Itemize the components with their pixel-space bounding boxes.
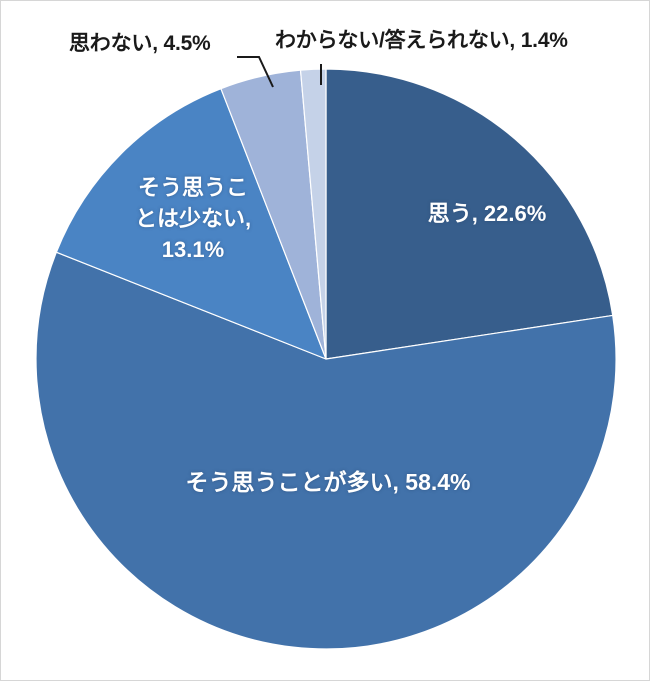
slice-label-sou-omou-koto-wa-sukunai: そう思うこ とは少ない, 13.1% — [105, 172, 281, 266]
pie-slice-2 — [55, 88, 327, 360]
slice-label-line-2: とは少ない, — [134, 206, 252, 232]
pie-slice-1 — [35, 251, 617, 650]
slice-callout-label-wakaranai: わからない/答えられない, 1.4% — [275, 29, 568, 52]
pie-slice-4 — [299, 68, 327, 360]
slice-label-sou-omou-koto-ga-ooi: そう思うことが多い, 58.4% — [185, 469, 471, 495]
pie-slice-0 — [325, 68, 614, 360]
slice-label-line-1: そう思うこ — [137, 175, 248, 200]
leader-lines-group — [237, 56, 322, 88]
leader-line-omowanai — [237, 56, 274, 88]
slice-callout-label-omowanai: 思わない, 4.5% — [69, 32, 211, 55]
slice-label-omou: 思う, 22.6% — [427, 201, 547, 226]
slice-label-line-3: 13.1% — [161, 237, 225, 263]
pie-slices-group — [35, 68, 617, 650]
